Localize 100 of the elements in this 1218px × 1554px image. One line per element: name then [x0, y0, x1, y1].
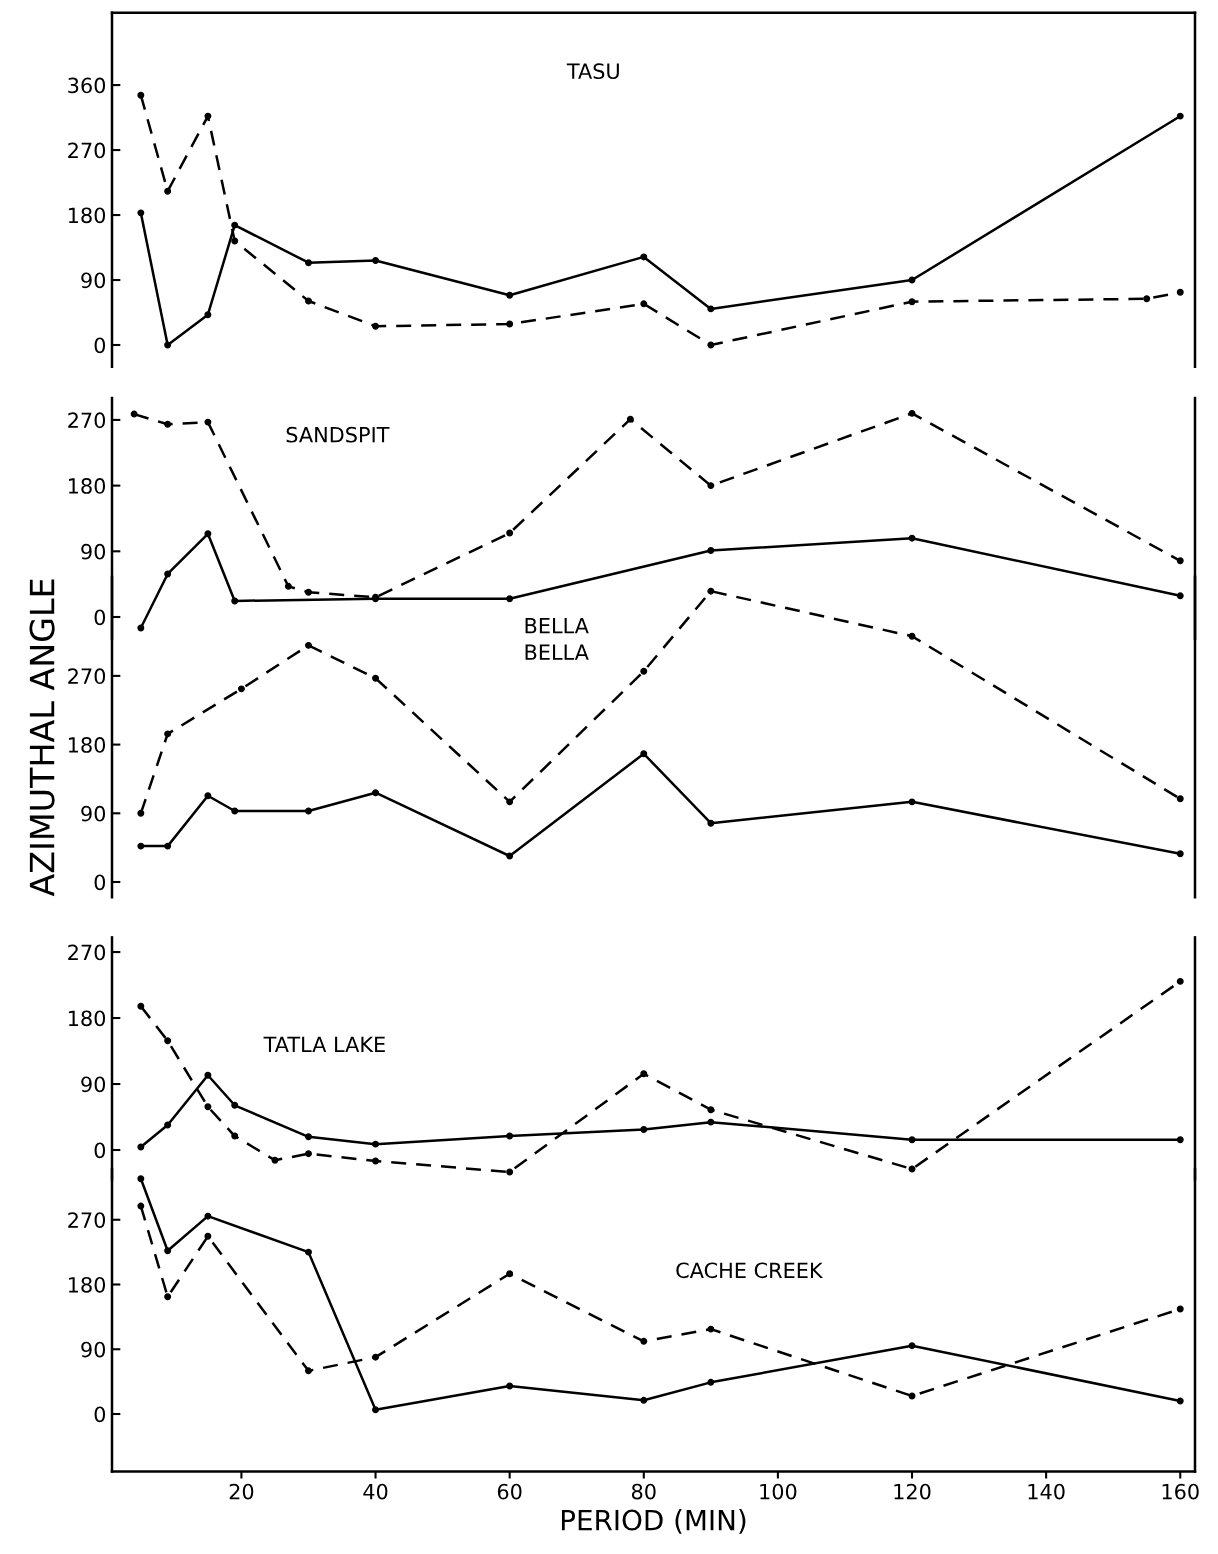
point	[1176, 1397, 1184, 1405]
point	[707, 1325, 715, 1333]
point	[231, 807, 239, 815]
point	[137, 1002, 145, 1010]
point	[1176, 288, 1184, 296]
point	[204, 1212, 212, 1220]
point	[305, 641, 312, 649]
point	[372, 789, 380, 797]
point	[908, 632, 916, 640]
point	[372, 1353, 380, 1361]
y-tick-label: 270	[68, 1212, 106, 1228]
y-tick-label: 0	[94, 1142, 106, 1159]
point	[204, 1071, 212, 1079]
y-tick-label: 180	[68, 478, 106, 494]
text: CACHE CREEK	[676, 1262, 824, 1279]
point	[506, 1270, 514, 1278]
y-tick-label: 270	[68, 944, 106, 961]
point	[164, 842, 172, 850]
text: TATLA LAKE	[263, 1036, 385, 1053]
text: BELLA BELLA	[525, 618, 589, 660]
point	[640, 1337, 648, 1345]
y-tick-label: 0	[94, 609, 106, 626]
point	[305, 1248, 312, 1256]
point	[707, 587, 715, 595]
point	[305, 297, 312, 305]
point	[707, 1378, 715, 1386]
x-tick-label: 60	[497, 1483, 522, 1500]
y-tick-label: 0	[94, 874, 106, 891]
y-tick-label: 90	[81, 1341, 106, 1358]
point	[506, 529, 514, 537]
point	[1176, 1136, 1184, 1144]
y-axis-title: AZIMUTHAL ANGLE	[29, 579, 55, 897]
y-tick-label: 90	[81, 805, 106, 822]
point	[305, 259, 312, 267]
point	[640, 300, 648, 308]
point	[372, 1157, 380, 1165]
point	[1176, 1305, 1184, 1313]
point	[137, 1175, 145, 1183]
point	[284, 582, 292, 590]
point	[305, 1367, 312, 1375]
point	[1176, 112, 1184, 120]
point	[506, 1382, 514, 1390]
point	[1143, 295, 1151, 303]
point	[164, 1247, 172, 1255]
point	[707, 1118, 715, 1126]
point	[164, 341, 172, 349]
point	[707, 341, 715, 349]
point	[908, 534, 916, 542]
y-tick-label: 180	[68, 1010, 106, 1027]
point	[707, 547, 715, 555]
point	[506, 320, 514, 328]
point	[707, 482, 715, 490]
point	[640, 667, 648, 675]
point	[204, 1232, 212, 1240]
point	[1176, 795, 1184, 803]
point	[506, 291, 514, 299]
point	[908, 409, 916, 417]
y-tick-label: 180	[68, 1276, 106, 1293]
y-tick-label: 90	[81, 543, 106, 560]
point	[204, 530, 212, 538]
y-tick-label: 0	[94, 337, 106, 354]
point	[231, 221, 239, 229]
point	[204, 418, 212, 426]
point	[164, 187, 172, 195]
point	[640, 1396, 648, 1404]
y-tick-label: 90	[81, 1076, 106, 1093]
point	[137, 624, 145, 632]
point	[372, 257, 380, 264]
point	[1176, 977, 1184, 985]
point	[908, 298, 916, 306]
point	[164, 1121, 172, 1129]
point	[506, 595, 514, 603]
point	[707, 1106, 715, 1114]
text: TASU	[566, 63, 619, 80]
point	[137, 91, 145, 99]
y-tick-label: 0	[94, 1406, 106, 1423]
point	[137, 842, 145, 850]
point	[305, 1150, 312, 1158]
point	[908, 1342, 916, 1350]
point	[372, 322, 380, 330]
point	[204, 792, 212, 800]
point	[506, 798, 514, 806]
point	[908, 798, 916, 806]
point	[231, 597, 239, 605]
point	[137, 209, 145, 217]
x-tick-label: 40	[363, 1483, 388, 1500]
point	[137, 1202, 145, 1210]
point	[707, 305, 715, 313]
x-tick-label: 140	[1028, 1483, 1065, 1500]
point	[640, 1070, 648, 1078]
point	[231, 1101, 239, 1109]
point	[1176, 557, 1184, 565]
point	[271, 1156, 279, 1164]
y-tick-label: 90	[81, 272, 106, 289]
point	[137, 1143, 145, 1151]
point	[640, 253, 648, 261]
x-axis-title: PERIOD (MIN)	[561, 1509, 746, 1534]
point	[204, 311, 212, 319]
y-tick-label: 180	[68, 207, 106, 224]
point	[231, 1132, 239, 1140]
